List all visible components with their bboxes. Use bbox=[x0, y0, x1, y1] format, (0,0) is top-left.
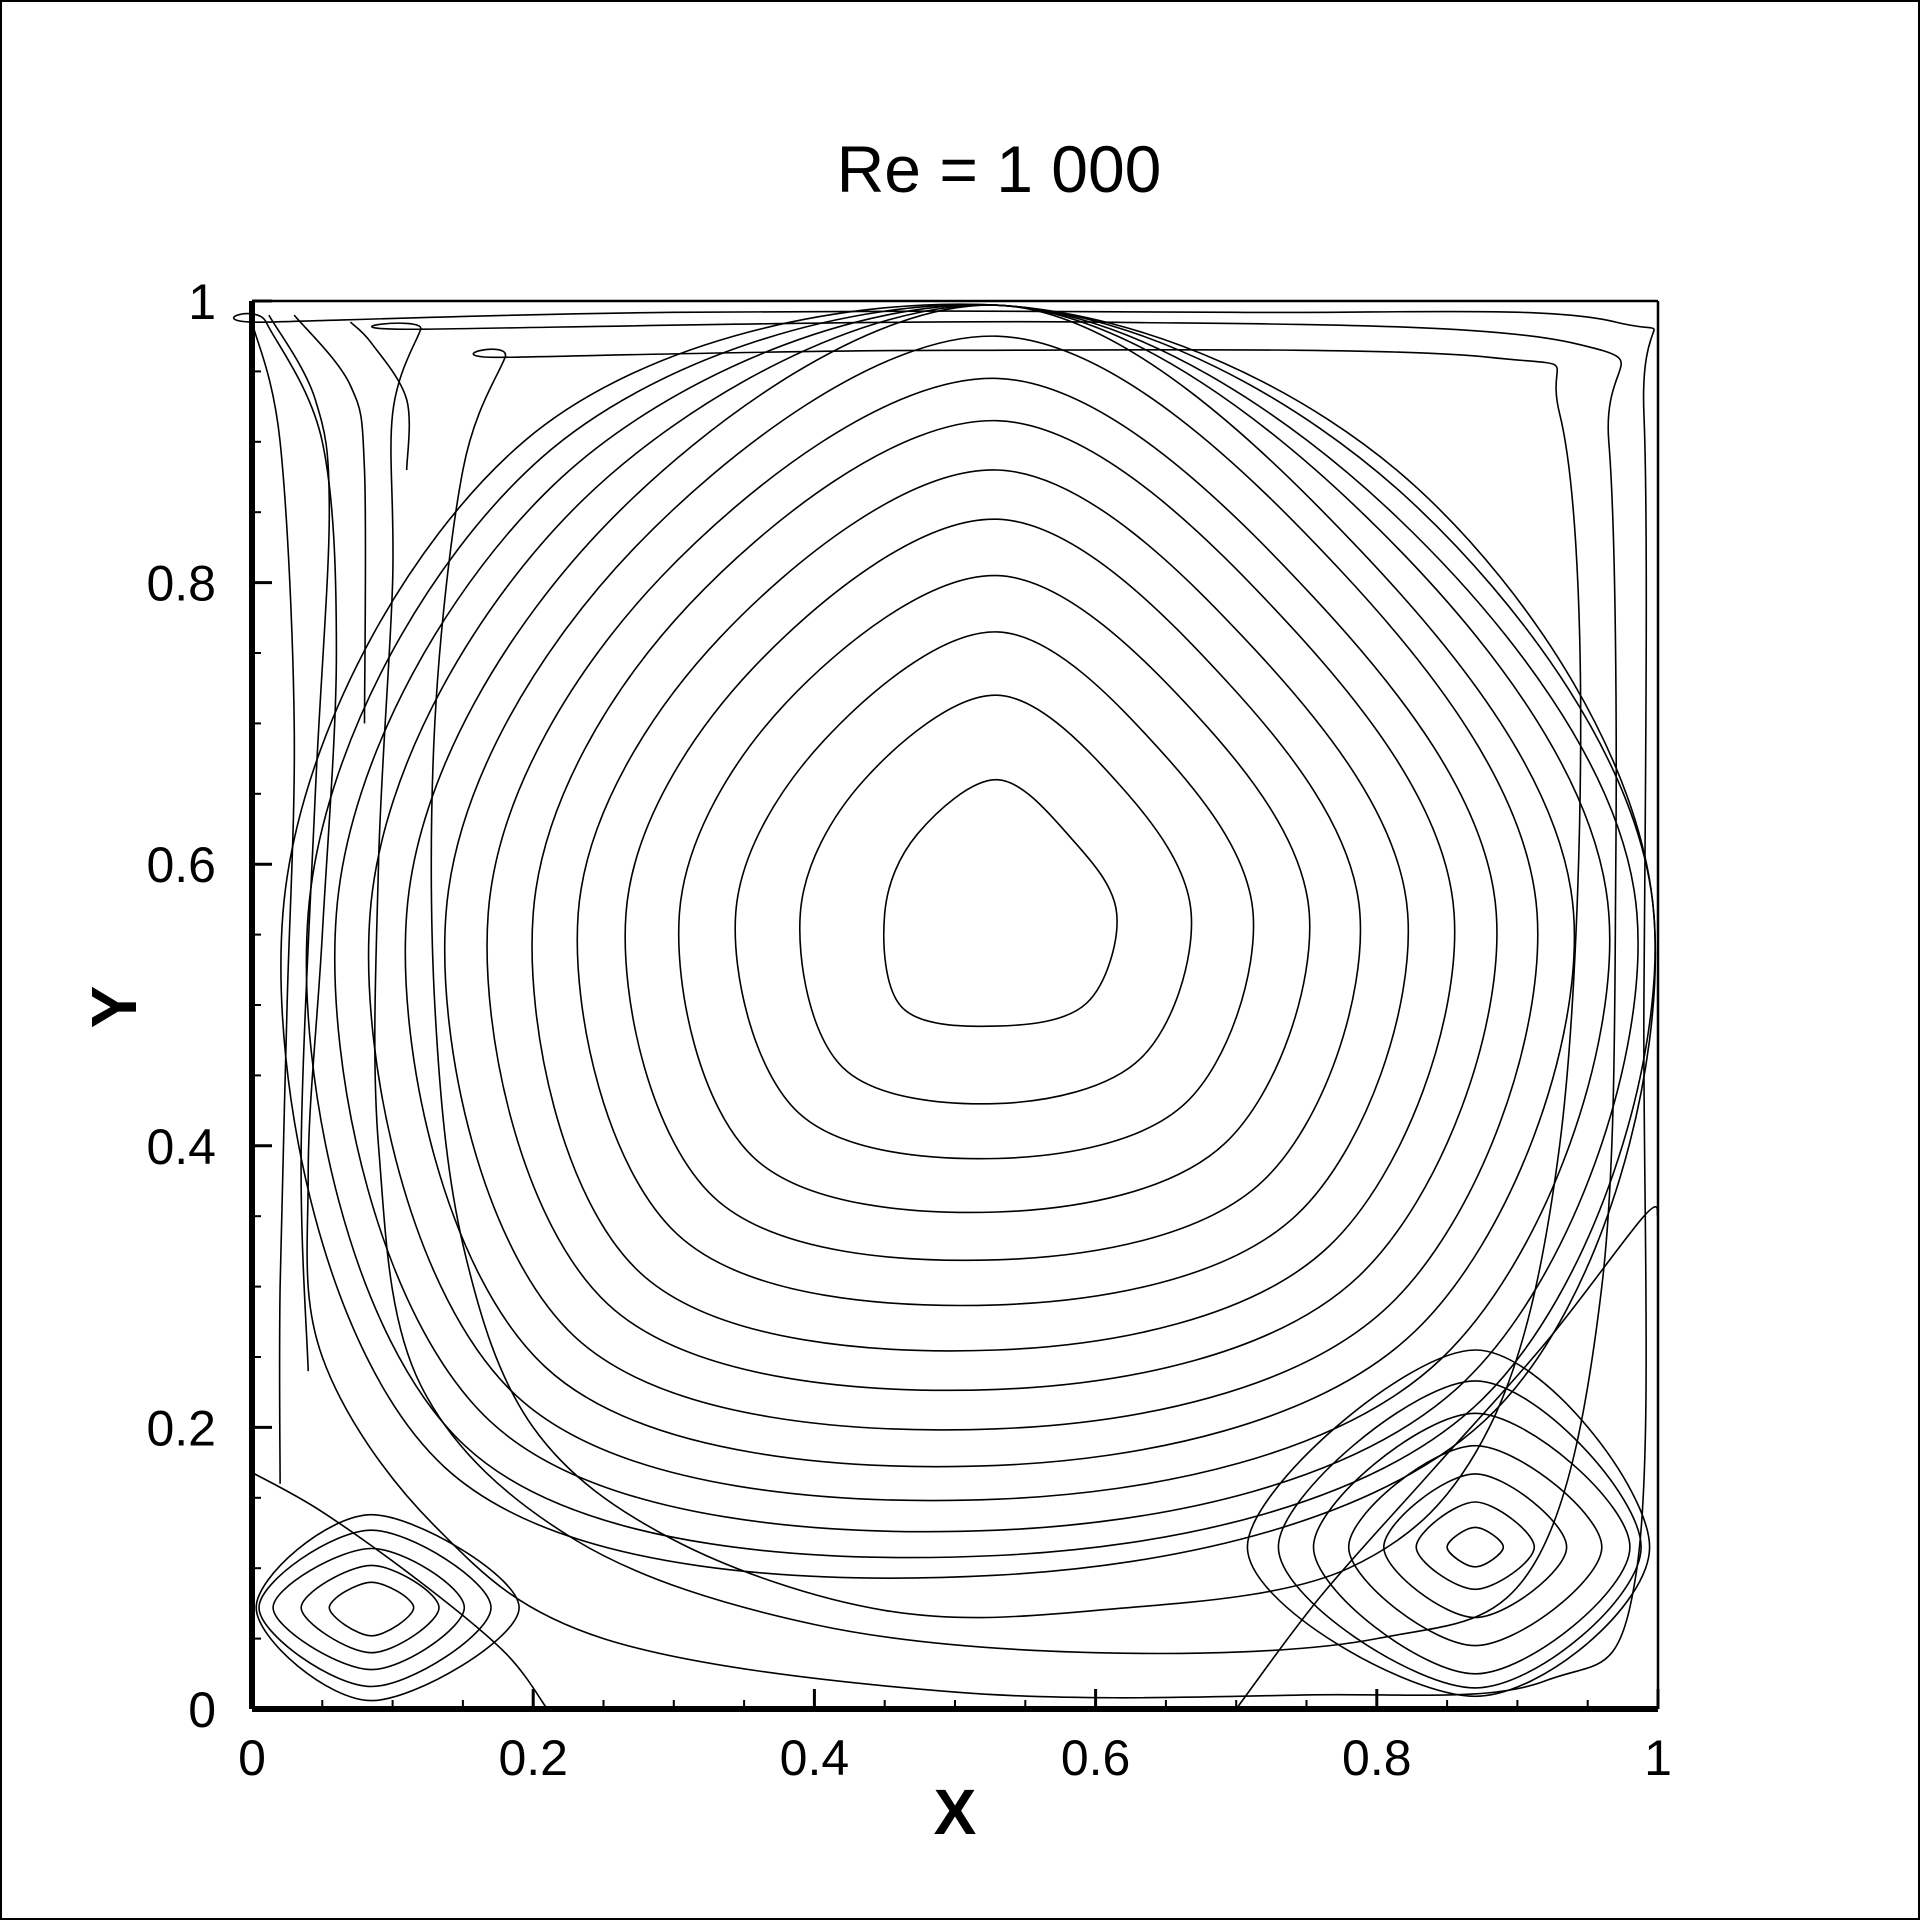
x-axis-label: X bbox=[934, 1776, 977, 1848]
primary-vortex-streamline bbox=[305, 303, 1656, 1559]
primary-vortex-streamline bbox=[883, 778, 1118, 1028]
bottom-right-vortex-streamline bbox=[1446, 1526, 1505, 1568]
y-tick-label: 1 bbox=[188, 274, 216, 330]
bottom-right-separatrix bbox=[1235, 1206, 1659, 1710]
chart-title: Re = 1 000 bbox=[837, 132, 1162, 206]
y-tick-label: 0.8 bbox=[146, 556, 216, 612]
left-wall-streamline bbox=[349, 321, 411, 471]
left-wall-streamline bbox=[293, 314, 367, 724]
y-tick-label: 0.6 bbox=[146, 837, 216, 893]
x-tick-label: 0.4 bbox=[780, 1730, 850, 1786]
bottom-left-vortex-streamline bbox=[300, 1564, 440, 1654]
outer-streamline bbox=[233, 310, 1655, 1699]
x-tick-label: 0.8 bbox=[1342, 1730, 1412, 1786]
bottom-right-vortex-streamline bbox=[1415, 1501, 1536, 1591]
bottom-left-vortex-streamline bbox=[255, 1513, 520, 1702]
bottom-left-vortex-streamline bbox=[272, 1547, 466, 1671]
bottom-right-vortex-streamline bbox=[1382, 1473, 1568, 1619]
bottom-right-vortex-streamline bbox=[1312, 1412, 1631, 1675]
x-tick-label: 0 bbox=[238, 1730, 266, 1786]
bottom-right-vortex-streamline bbox=[1347, 1444, 1603, 1647]
primary-vortex-streamline bbox=[799, 694, 1193, 1105]
primary-vortex-streamline bbox=[734, 631, 1255, 1160]
tick-group: 0 0.2 0.4 0.6 0.8 1 0 0.2 0.4 0.6 0.8 1 bbox=[146, 274, 1671, 1786]
bottom-right-vortex-streamline bbox=[1277, 1380, 1642, 1689]
y-axis-label: Y bbox=[78, 986, 150, 1029]
primary-vortex-streamline bbox=[334, 304, 1639, 1533]
primary-vortex-streamline bbox=[367, 304, 1611, 1502]
x-tick-label: 0.2 bbox=[498, 1730, 568, 1786]
streamline-group bbox=[233, 303, 1659, 1710]
outer-streamline bbox=[430, 348, 1582, 1619]
y-tick-label: 0.4 bbox=[146, 1119, 216, 1175]
left-wall-streamline bbox=[251, 321, 296, 1484]
bottom-right-vortex-streamline bbox=[1246, 1349, 1651, 1698]
outer-streamline bbox=[370, 320, 1622, 1655]
left-wall-streamline bbox=[268, 314, 331, 1372]
bottom-left-vortex-streamline bbox=[328, 1581, 415, 1637]
y-tick-label: 0 bbox=[188, 1682, 216, 1738]
bottom-left-vortex-streamline bbox=[258, 1529, 492, 1688]
primary-vortex-streamline bbox=[677, 574, 1311, 1214]
primary-vortex-streamline bbox=[443, 335, 1539, 1431]
primary-vortex-streamline bbox=[486, 377, 1498, 1392]
primary-vortex-streamline bbox=[624, 518, 1362, 1262]
primary-vortex-streamline bbox=[404, 304, 1576, 1468]
bottom-left-separatrix bbox=[251, 1471, 548, 1710]
primary-vortex-streamline bbox=[576, 469, 1410, 1307]
y-tick-label: 0.2 bbox=[146, 1400, 216, 1456]
primary-vortex-streamline bbox=[531, 419, 1456, 1352]
x-tick-label: 1 bbox=[1644, 1730, 1672, 1786]
x-tick-label: 0.6 bbox=[1061, 1730, 1131, 1786]
primary-vortex-streamline bbox=[280, 303, 1657, 1579]
